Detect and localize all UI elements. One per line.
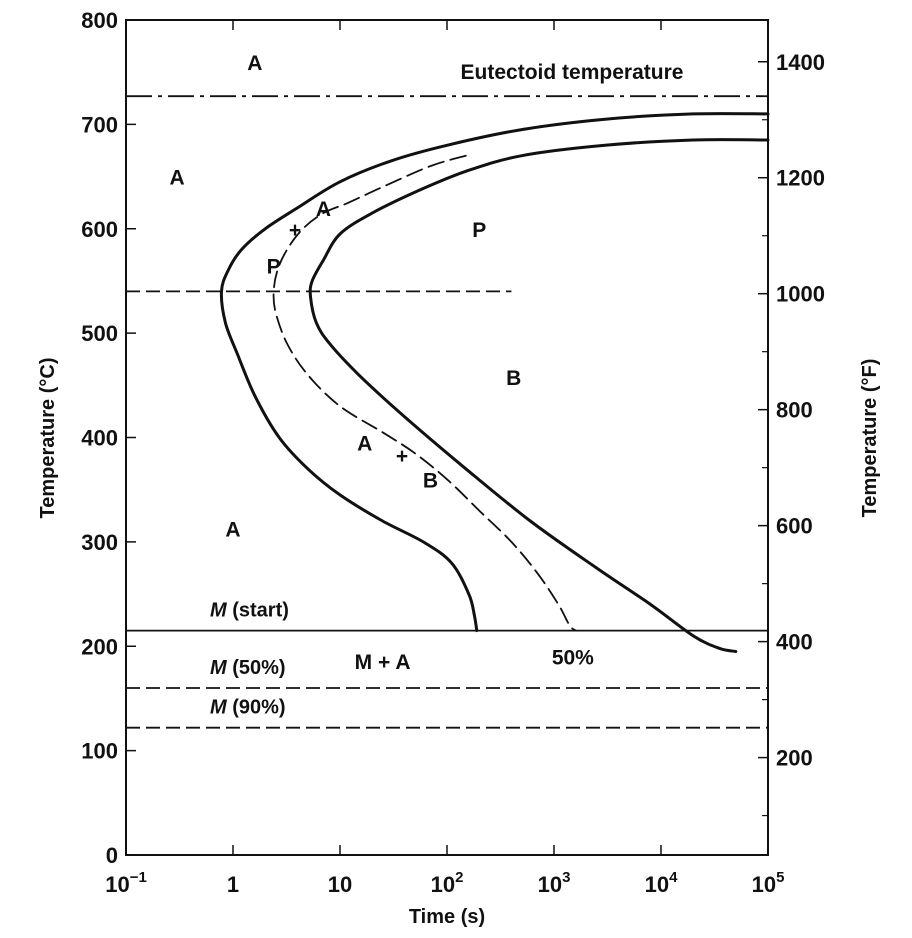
transformation-curves (219, 112, 770, 653)
y-tick-label-left: 500 (81, 321, 118, 346)
y-tick-label-left: 600 (81, 217, 118, 242)
curve-start (219, 112, 770, 633)
axis-ticks: 10−1 1 10 102 103 104 105 0 100 200 300 400 500 600 70… (81, 8, 825, 897)
y-tick-label-right: 600 (776, 514, 813, 539)
y-tick-label-left: 800 (81, 8, 118, 33)
y-tick-label-left: 200 (81, 634, 118, 659)
x-tick-label: 10 (328, 872, 352, 897)
region-label: A (316, 198, 331, 221)
x-tick-label: 102 (431, 869, 464, 897)
y-tick-label-left: 100 (81, 739, 118, 764)
y-tick-label-left: 0 (106, 843, 118, 868)
region-label: B (506, 367, 521, 390)
region-label: A (247, 52, 262, 75)
curve-fifty (272, 154, 577, 632)
region-label: B (423, 469, 438, 492)
m-start-label: M (start) (210, 600, 289, 622)
y-tick-label-left: 300 (81, 530, 118, 555)
m-50-label: M (50%) (210, 657, 286, 679)
y-tick-label-right: 400 (776, 630, 813, 655)
region-label: P (472, 219, 486, 242)
region-labels: A A A + P P B A + B A M + A 50% (169, 52, 594, 674)
x-tick-label: 105 (752, 869, 785, 897)
region-label: M + A (355, 651, 411, 674)
y-tick-label-right: 1200 (776, 166, 825, 191)
y-tick-label-right: 1400 (776, 50, 825, 75)
y-tick-label-left: 400 (81, 426, 118, 451)
y-tick-label-left: 700 (81, 112, 118, 137)
region-label: A (357, 433, 372, 456)
x-tick-label: 1 (227, 872, 239, 897)
x-tick-label: 104 (645, 869, 678, 897)
y-axis-title-left: Temperature (°C) (37, 358, 59, 519)
region-label: + (396, 445, 408, 468)
region-label: + (289, 219, 301, 242)
x-tick-label: 10−1 (105, 869, 147, 897)
y-tick-label-right: 200 (776, 746, 813, 771)
m-90-label: M (90%) (210, 697, 286, 719)
curve-finish (308, 138, 770, 653)
reference-lines: Eutectoid temperature M (start) M (50%) M (… (126, 61, 768, 729)
x-tick-label: 103 (538, 869, 571, 897)
y-axis-title-right: Temperature (°F) (859, 359, 881, 518)
region-label: A (225, 518, 240, 541)
region-label: A (169, 167, 184, 190)
eutectoid-label: Eutectoid temperature (461, 61, 684, 84)
x-axis-title: Time (s) (409, 906, 485, 928)
region-label: P (267, 255, 281, 278)
y-tick-label-right: 1000 (776, 282, 825, 307)
y-tick-label-right: 800 (776, 398, 813, 423)
region-label: 50% (552, 647, 594, 670)
